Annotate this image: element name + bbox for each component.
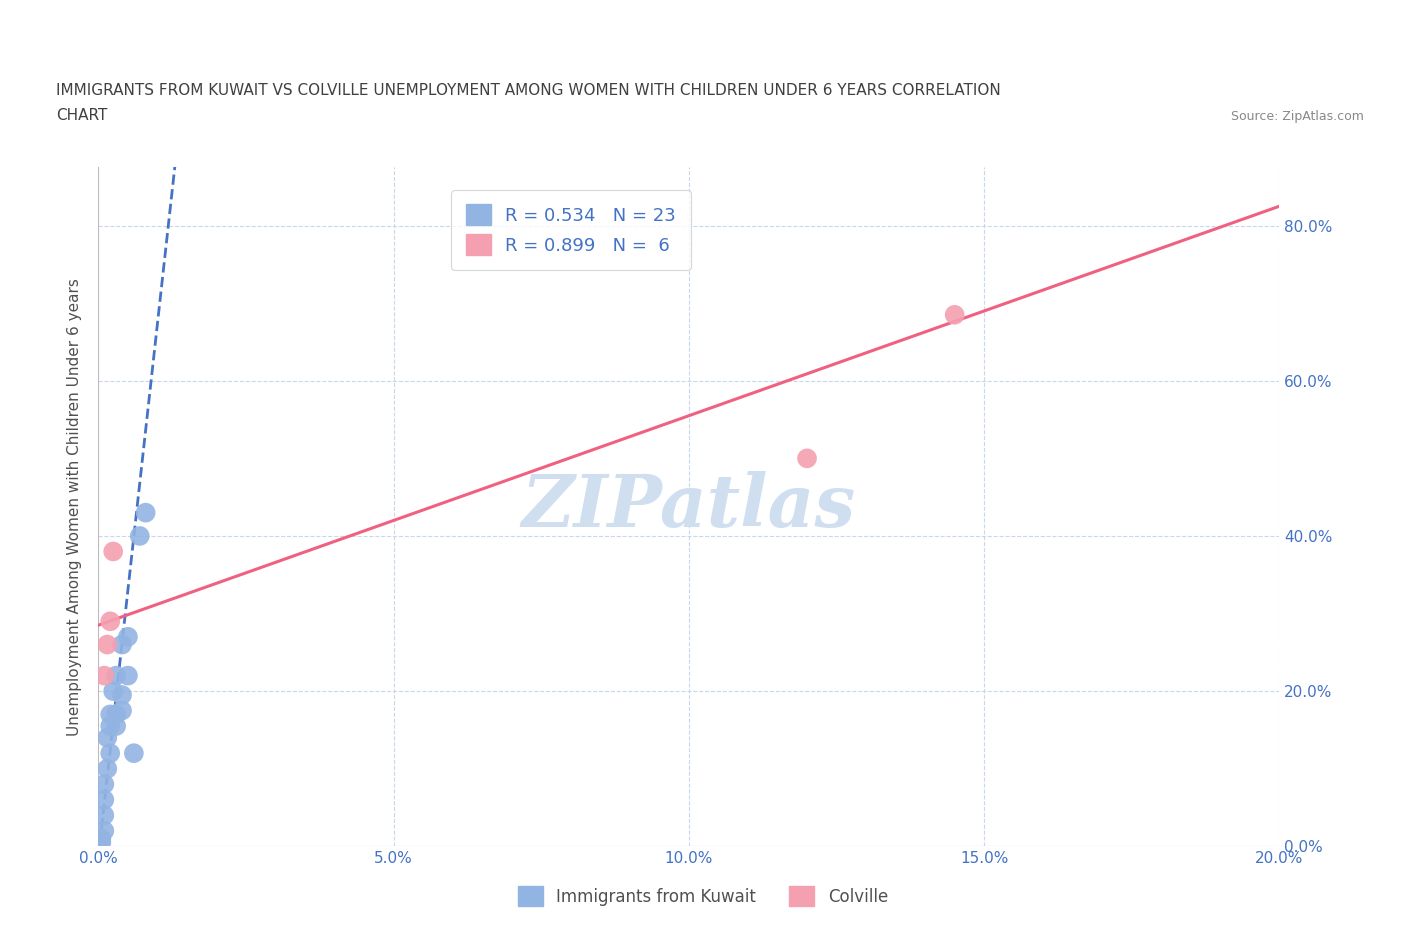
Point (96, 730, 118, 745)
Point (105, 719, 128, 734)
Point (98, 614, 121, 629)
Point (117, 630, 139, 644)
Point (122, 746, 145, 761)
Point (117, 668, 139, 683)
Text: IMMIGRANTS FROM KUWAIT VS COLVILLE UNEMPLOYMENT AMONG WOMEN WITH CHILDREN UNDER : IMMIGRANTS FROM KUWAIT VS COLVILLE UNEMP… (56, 83, 1001, 98)
Text: Source: ZipAtlas.com: Source: ZipAtlas.com (1230, 110, 1364, 123)
Point (98, 707, 121, 722)
Point (93, 808, 115, 823)
Point (111, 687, 134, 702)
Point (93, 777, 115, 791)
Point (93, 668, 115, 683)
Legend: Immigrants from Kuwait, Colville: Immigrants from Kuwait, Colville (512, 880, 894, 912)
Point (103, 684, 125, 698)
Legend: R = 0.534   N = 23, R = 0.899   N =  6: R = 0.534 N = 23, R = 0.899 N = 6 (451, 190, 690, 270)
Text: CHART: CHART (56, 108, 108, 123)
Point (93, 823, 115, 838)
Point (105, 707, 128, 722)
Point (90, 831, 112, 846)
Point (90, 835, 112, 850)
Point (796, 451, 818, 466)
Point (135, 505, 157, 520)
Point (98, 719, 121, 734)
Point (96, 637, 118, 652)
Point (98, 746, 121, 761)
Point (943, 308, 966, 323)
Point (128, 528, 150, 543)
Point (96, 762, 118, 777)
Text: ZIPatlas: ZIPatlas (522, 472, 856, 542)
Point (111, 703, 134, 718)
Point (103, 544, 125, 559)
Point (93, 792, 115, 807)
Point (111, 637, 134, 652)
Y-axis label: Unemployment Among Women with Children Under 6 years: Unemployment Among Women with Children U… (67, 278, 83, 736)
Point (105, 668, 128, 683)
